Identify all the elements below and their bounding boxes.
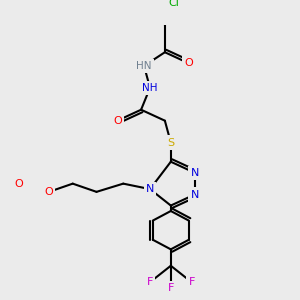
Text: F: F — [188, 277, 195, 287]
Text: F: F — [168, 283, 174, 293]
Text: N: N — [190, 190, 199, 200]
Text: O: O — [184, 58, 193, 68]
Text: O: O — [113, 116, 122, 126]
Text: O: O — [15, 178, 24, 189]
Text: N: N — [190, 168, 199, 178]
Text: S: S — [167, 138, 174, 148]
Text: F: F — [147, 277, 153, 287]
Text: N: N — [146, 184, 154, 194]
Text: Cl: Cl — [168, 0, 179, 8]
Text: O: O — [45, 187, 53, 197]
Text: NH: NH — [142, 83, 158, 93]
Text: HN: HN — [136, 61, 152, 71]
